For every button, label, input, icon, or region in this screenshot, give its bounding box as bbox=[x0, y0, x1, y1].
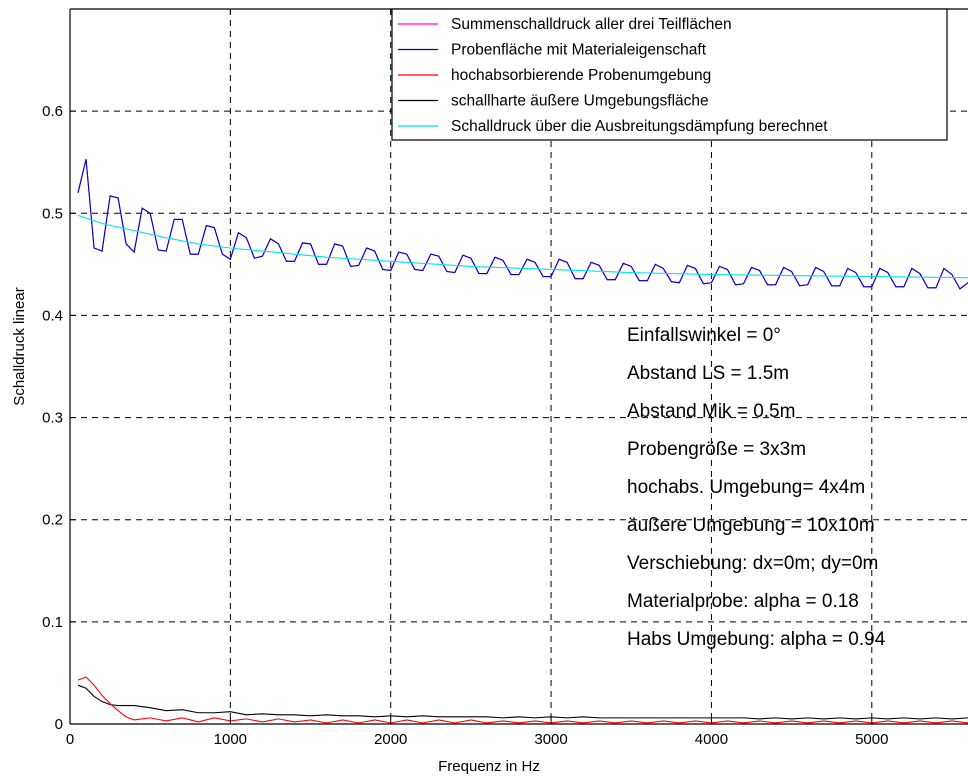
legend-entry: Probenfläche mit Materialeigenschaft bbox=[451, 42, 707, 59]
legend-entry: Summenschalldruck aller drei Teilflächen bbox=[451, 16, 732, 33]
series-layer bbox=[77, 159, 968, 724]
y-tick-label: 0.2 bbox=[42, 512, 63, 529]
legend-entry: schallharte äußere Umgebungsfläche bbox=[451, 93, 709, 110]
annotations: Einfallswinkel = 0° Abstand LS = 1.5m Abst… bbox=[627, 325, 886, 650]
x-tick-label: 2000 bbox=[374, 731, 407, 748]
annotation-text: Einfallswinkel = 0° bbox=[627, 325, 781, 346]
series-line-4 bbox=[77, 214, 968, 279]
x-tick-label: 3000 bbox=[534, 731, 567, 748]
annotation-text: Abstand Mik = 0.5m bbox=[627, 401, 795, 422]
y-tick-label: 0.1 bbox=[42, 614, 63, 631]
y-tick-label: 0.3 bbox=[42, 410, 63, 427]
x-tick-label: 4000 bbox=[695, 731, 728, 748]
series-line-2 bbox=[77, 676, 968, 724]
annotation-text: Materialprobe: alpha = 0.18 bbox=[627, 591, 859, 612]
legend-box bbox=[391, 8, 948, 141]
annotation-text: Verschiebung: dx=0m; dy=0m bbox=[627, 553, 878, 574]
y-tick-label: 0 bbox=[55, 716, 63, 733]
legend-entry: hochabsorbierende Probenumgebung bbox=[451, 67, 711, 84]
y-tick-label: 0.5 bbox=[42, 205, 63, 222]
annotation-text: Probengröße = 3x3m bbox=[627, 439, 806, 460]
x-tick-label: 0 bbox=[66, 731, 74, 748]
legend-entry: Schalldruck über die Ausbreitungsdämpfun… bbox=[451, 118, 828, 135]
annotation-text: Abstand LS = 1.5m bbox=[627, 363, 789, 384]
y-axis-label: Schalldruck linear bbox=[11, 287, 28, 405]
annotation-text: Habs Umgebung: alpha = 0.94 bbox=[627, 629, 886, 650]
y-tick-label: 0.4 bbox=[42, 307, 63, 324]
series-line-1 bbox=[77, 159, 968, 290]
x-axis-label: Frequenz in Hz bbox=[438, 758, 540, 775]
x-tick-label: 5000 bbox=[855, 731, 888, 748]
x-tick-label: 1000 bbox=[214, 731, 247, 748]
legend: Summenschalldruck aller drei Teilflächen… bbox=[391, 8, 948, 141]
annotation-text: äußere Umgebung = 10x10m bbox=[627, 515, 875, 536]
series-line-3 bbox=[77, 684, 968, 720]
y-tick-label: 0.6 bbox=[42, 103, 63, 120]
series-line-0 bbox=[77, 159, 968, 290]
annotation-text: hochabs. Umgebung= 4x4m bbox=[627, 477, 865, 498]
